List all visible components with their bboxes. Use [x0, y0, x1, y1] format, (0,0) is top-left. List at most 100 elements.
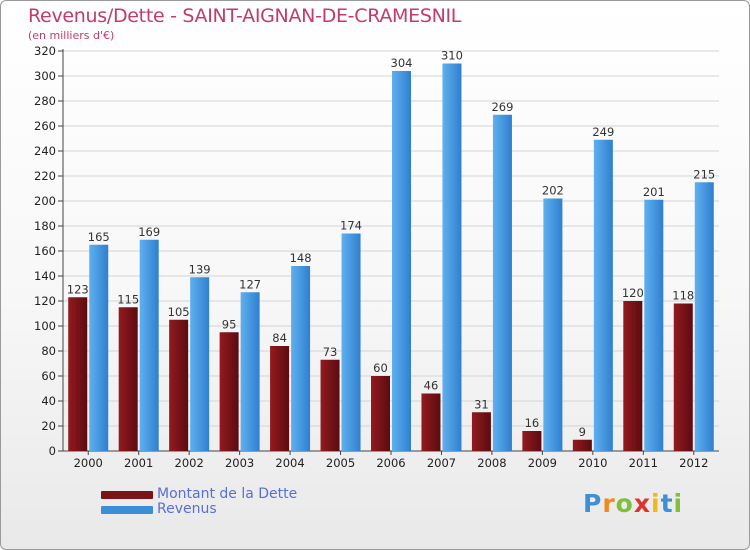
legend-label-revenus: Revenus [157, 501, 217, 517]
logo-letter: o [615, 489, 634, 518]
data-label-revenus: 127 [239, 277, 261, 291]
data-label-dette: 46 [424, 379, 439, 393]
bar-revenus [442, 63, 462, 451]
y-tick-label: 200 [34, 194, 56, 208]
legend-label-debt: Montant de la Dette [157, 486, 298, 502]
y-tick-label: 40 [41, 394, 56, 408]
bar-revenus [543, 198, 563, 451]
data-label-revenus: 148 [290, 251, 312, 265]
x-tick-label: 2011 [629, 456, 658, 470]
bar-dette [673, 303, 693, 451]
logo-letter: r [602, 489, 616, 518]
data-label-dette: 115 [117, 292, 139, 306]
x-tick-label: 2005 [326, 456, 355, 470]
bar-dette [421, 393, 441, 451]
data-label-revenus: 249 [592, 125, 614, 139]
bar-revenus [492, 114, 512, 451]
y-tick-label: 180 [34, 219, 56, 233]
data-label-revenus: 174 [340, 219, 362, 233]
bar-revenus [89, 244, 109, 451]
data-label-dette: 95 [222, 317, 237, 331]
data-label-revenus: 269 [491, 100, 513, 114]
bar-dette [371, 376, 390, 451]
bar-revenus [593, 139, 613, 451]
data-label-revenus: 169 [138, 225, 160, 239]
bar-revenus [341, 233, 361, 451]
bar-dette [219, 332, 239, 451]
legend-item-revenus: Revenus [101, 502, 297, 517]
chart-title: Revenus/Dette - SAINT-AIGNAN-DE-CRAMESNI… [28, 5, 462, 27]
data-label-dette: 16 [525, 416, 540, 430]
bar-dette [471, 412, 491, 451]
y-tick-label: 160 [34, 244, 56, 258]
bar-dette [270, 346, 290, 451]
data-label-dette: 31 [474, 397, 489, 411]
bar-dette [68, 297, 88, 451]
data-label-dette: 84 [272, 331, 287, 345]
y-tick-label: 100 [34, 319, 56, 333]
x-tick-label: 2008 [477, 456, 506, 470]
data-label-revenus: 201 [643, 185, 665, 199]
x-tick-label: 2001 [124, 456, 153, 470]
data-label-revenus: 310 [441, 49, 463, 63]
bar-revenus [392, 71, 411, 451]
bar-dette [572, 439, 592, 451]
data-label-revenus: 304 [391, 56, 413, 70]
proxiti-logo: Proxiti [583, 489, 683, 518]
x-tick-label: 2003 [225, 456, 254, 470]
data-label-revenus: 215 [693, 167, 715, 181]
data-label-dette: 60 [373, 361, 388, 375]
logo-letter: t [660, 489, 674, 518]
legend-swatch-debt [101, 490, 153, 499]
data-label-revenus: 139 [189, 262, 211, 276]
x-tick-label: 2002 [175, 456, 204, 470]
logo-letter: x [633, 489, 651, 518]
bar-dette [522, 431, 542, 451]
x-tick-label: 2012 [679, 456, 708, 470]
data-label-dette: 118 [672, 289, 694, 303]
bar-revenus [139, 239, 159, 451]
legend-item-debt: Montant de la Dette [101, 487, 297, 502]
y-tick-label: 320 [34, 44, 56, 58]
data-label-dette: 120 [622, 286, 644, 300]
bar-revenus [291, 266, 311, 451]
bar-dette [623, 301, 643, 451]
data-label-dette: 105 [168, 305, 190, 319]
logo-letter: i [673, 489, 684, 518]
chart-legend: Montant de la Dette Revenus [101, 487, 297, 517]
chart-subtitle: (en milliers d'€) [28, 29, 115, 42]
x-tick-label: 2007 [427, 456, 456, 470]
logo-letter: i [651, 489, 661, 518]
legend-swatch-revenus [101, 505, 153, 514]
bar-revenus [694, 182, 714, 451]
bar-revenus [644, 199, 664, 451]
x-tick-label: 2000 [74, 456, 103, 470]
y-tick-label: 60 [41, 369, 56, 383]
y-tick-label: 280 [34, 94, 56, 108]
y-tick-label: 80 [41, 344, 56, 358]
x-tick-label: 2004 [275, 456, 304, 470]
data-label-dette: 123 [67, 282, 89, 296]
y-tick-label: 300 [34, 69, 56, 83]
x-tick-label: 2006 [376, 456, 405, 470]
bar-dette [320, 359, 340, 451]
bar-dette [118, 307, 138, 451]
y-tick-label: 0 [49, 444, 56, 458]
y-tick-label: 220 [34, 169, 56, 183]
data-label-dette: 9 [579, 425, 586, 439]
x-tick-label: 2010 [578, 456, 607, 470]
y-tick-label: 260 [34, 119, 56, 133]
y-tick-label: 240 [34, 144, 56, 158]
data-label-revenus: 202 [542, 184, 564, 198]
data-label-revenus: 165 [88, 230, 110, 244]
y-tick-label: 20 [41, 419, 56, 433]
bar-revenus [240, 292, 260, 451]
logo-letter: P [583, 489, 603, 518]
y-tick-label: 140 [34, 269, 56, 283]
data-label-dette: 73 [323, 345, 338, 359]
bar-revenus [190, 277, 210, 451]
y-tick-label: 120 [34, 294, 56, 308]
bar-dette [169, 319, 189, 451]
